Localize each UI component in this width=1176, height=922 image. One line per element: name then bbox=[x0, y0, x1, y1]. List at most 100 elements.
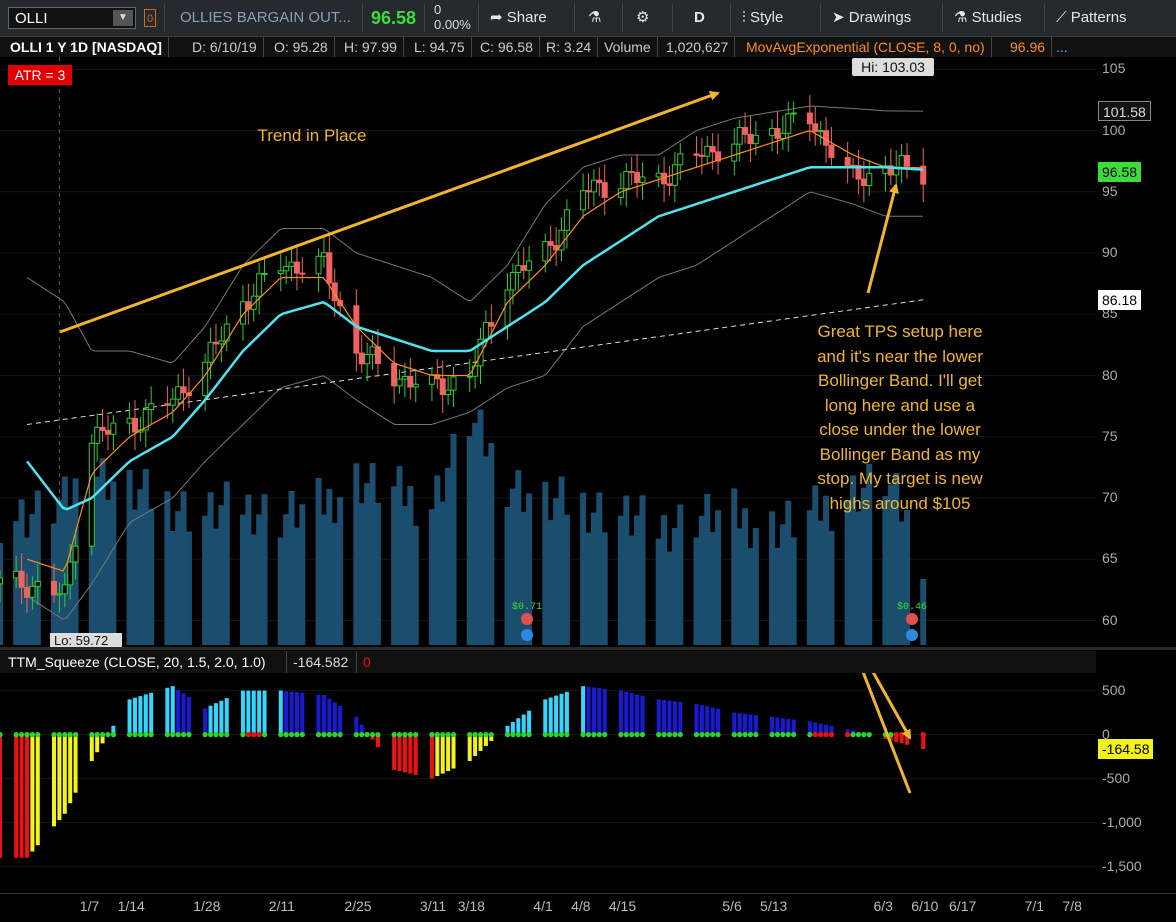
candle bbox=[671, 152, 678, 203]
price-chart[interactable]: 2018 year$0.71$0.46 bbox=[0, 57, 1096, 645]
squeeze-dot bbox=[450, 732, 457, 738]
squeeze-dot bbox=[170, 732, 176, 738]
volume-bar bbox=[866, 463, 873, 645]
candle bbox=[126, 402, 133, 435]
share-button[interactable]: ➦ Share bbox=[490, 0, 547, 36]
squeeze-bar bbox=[68, 734, 73, 804]
squeeze-dot bbox=[564, 732, 570, 738]
ema21-line bbox=[26, 166, 924, 511]
candle bbox=[104, 415, 111, 451]
volume-bar bbox=[893, 473, 900, 645]
squeeze-bar bbox=[824, 724, 829, 735]
candle bbox=[693, 136, 700, 168]
volume-bar bbox=[634, 515, 641, 645]
volume-bar bbox=[337, 497, 344, 645]
squeeze-bar bbox=[678, 701, 683, 735]
squeeze-bar bbox=[516, 718, 521, 735]
candle bbox=[18, 553, 25, 605]
volume-bar bbox=[137, 489, 144, 645]
candle bbox=[391, 346, 398, 404]
squeeze-bar bbox=[165, 687, 170, 735]
squeeze-bar bbox=[30, 734, 35, 852]
squeeze-bar bbox=[489, 734, 494, 741]
price-tick: 75 bbox=[1102, 427, 1118, 444]
setup-arrow bbox=[866, 183, 899, 294]
squeeze-chart[interactable] bbox=[0, 673, 1096, 893]
dividend-marker[interactable]: $0.46 bbox=[897, 601, 927, 641]
patterns-button[interactable]: ⟋ Patterns bbox=[1056, 0, 1127, 36]
volume-bar bbox=[828, 531, 835, 645]
volume-bar bbox=[526, 493, 533, 645]
squeeze-dot bbox=[62, 732, 68, 738]
volume-bar bbox=[790, 537, 797, 645]
info-close: C: 96.58 bbox=[474, 37, 540, 57]
toolbar-divider bbox=[478, 4, 479, 32]
candle bbox=[245, 283, 252, 325]
flask-icon[interactable]: ⚗ bbox=[588, 9, 602, 26]
style-button[interactable]: ⫶ Style bbox=[742, 0, 783, 36]
volume-bar bbox=[731, 488, 738, 645]
price-tag-trendline: 86.18 bbox=[1098, 289, 1142, 310]
squeeze-bar bbox=[435, 734, 440, 777]
chevron-down-icon[interactable]: ▼ bbox=[113, 10, 133, 26]
squeeze-dot bbox=[283, 732, 289, 738]
volume-bar bbox=[180, 491, 187, 645]
volume-bar bbox=[547, 520, 554, 645]
squeeze-bar bbox=[208, 705, 213, 735]
volume-bar bbox=[331, 523, 338, 645]
study-label[interactable]: MovAvgExponential (CLOSE, 8, 0, no) bbox=[740, 37, 992, 57]
volume-label: Volume bbox=[598, 37, 658, 57]
squeeze-bar bbox=[397, 734, 402, 772]
candle bbox=[920, 148, 927, 203]
toolbar-divider bbox=[622, 4, 623, 32]
squeeze-dot bbox=[807, 732, 813, 738]
squeeze-bar bbox=[451, 734, 456, 769]
candle bbox=[72, 529, 79, 580]
squeeze-dot bbox=[731, 732, 737, 738]
squeeze-bar bbox=[338, 706, 343, 735]
squeeze-bar bbox=[170, 686, 175, 735]
volume-bar bbox=[628, 535, 635, 645]
candle bbox=[277, 253, 284, 292]
gear-icon[interactable]: ⚙ bbox=[636, 9, 650, 26]
more-icon[interactable]: ... bbox=[1056, 39, 1068, 55]
pane-divider[interactable] bbox=[0, 647, 1176, 650]
squeeze-bar bbox=[181, 693, 186, 735]
candle bbox=[218, 326, 225, 363]
period-button[interactable]: D bbox=[694, 9, 705, 26]
date-tick: 1/14 bbox=[117, 898, 145, 914]
candle bbox=[175, 374, 182, 408]
volume-bar bbox=[860, 487, 867, 645]
volume-bar bbox=[353, 463, 360, 645]
squeeze-bar bbox=[559, 693, 564, 735]
squeeze-bar bbox=[564, 691, 569, 735]
squeeze-bar bbox=[402, 734, 407, 773]
squeeze-bar bbox=[176, 689, 181, 735]
squeeze-dot bbox=[256, 732, 262, 738]
squeeze-dot bbox=[94, 732, 100, 738]
squeeze-bar bbox=[203, 708, 208, 735]
studies-button[interactable]: ⚗ Studies bbox=[954, 0, 1022, 36]
squeeze-dot bbox=[440, 732, 446, 738]
squeeze-dot bbox=[791, 732, 797, 738]
note-line: long here and use a bbox=[824, 395, 976, 415]
price-tick: 65 bbox=[1102, 550, 1118, 567]
volume-bar bbox=[401, 506, 408, 645]
squeeze-bar bbox=[813, 722, 818, 735]
high-label: Hi: 103.03 bbox=[852, 58, 934, 76]
symbol-selector[interactable]: OLLI ▼ bbox=[8, 7, 136, 29]
drawings-button[interactable]: ➤ Drawings bbox=[832, 0, 911, 36]
volume-bar bbox=[661, 515, 668, 645]
oscillator-title[interactable]: TTM_Squeeze (CLOSE, 20, 1.5, 2.0, 1.0) bbox=[8, 654, 266, 670]
dividend-marker[interactable]: $0.71 bbox=[512, 601, 542, 641]
squeeze-bar bbox=[240, 690, 245, 735]
volume-bar bbox=[580, 492, 587, 645]
link-badge[interactable]: 0 bbox=[144, 9, 156, 27]
squeeze-dot bbox=[143, 732, 149, 738]
info-low: L: 94.75 bbox=[408, 37, 472, 57]
squeeze-dot bbox=[337, 732, 343, 738]
dividend-icon bbox=[521, 613, 533, 625]
volume-bar bbox=[223, 481, 230, 645]
volume-bar bbox=[288, 490, 295, 645]
volume-bar bbox=[806, 510, 813, 645]
